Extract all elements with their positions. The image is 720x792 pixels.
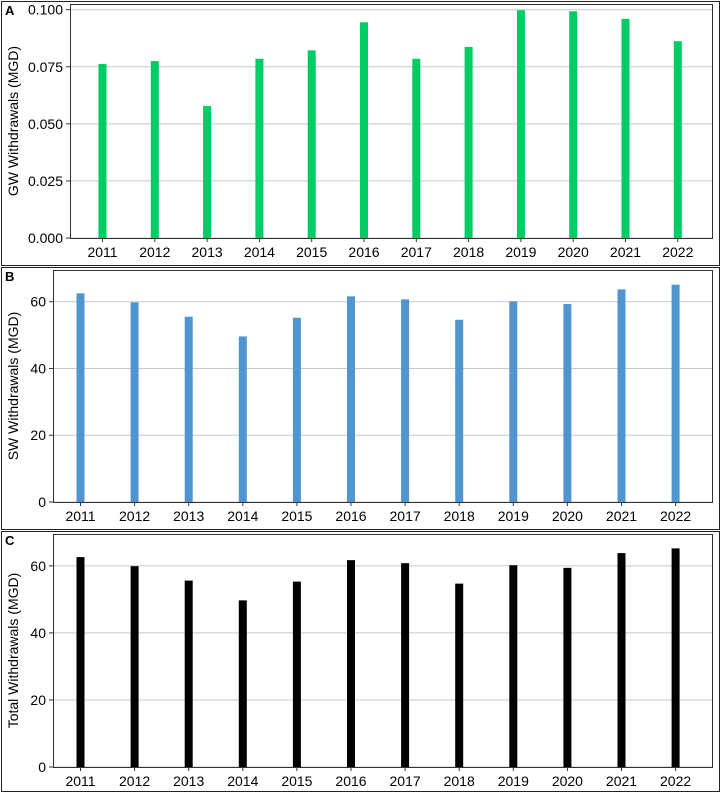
x-tick-label: 2018 [444, 508, 475, 524]
bar-2021 [617, 553, 626, 767]
y-tick-label: 0 [38, 759, 46, 775]
x-tick-label: 2014 [244, 244, 275, 260]
panel-a: A 0.000 0.025 0.050 0.075 0.100 2011 2012 2013 20… [1, 1, 720, 266]
y-axis-title: GW Withdrawals (MGD) [5, 46, 21, 196]
x-tick-label: 2017 [390, 773, 421, 789]
bar-2013 [184, 316, 193, 502]
bar-2011 [98, 64, 107, 238]
y-tick-label: 60 [30, 558, 46, 574]
bar-2014 [238, 336, 247, 502]
y-tick-label: 20 [30, 692, 46, 708]
bar-2022 [671, 284, 680, 502]
x-tick-label: 2015 [281, 773, 312, 789]
x-tick-label: 2022 [662, 244, 693, 260]
plot-area-border [53, 534, 713, 768]
x-tick-label: 2011 [87, 244, 117, 260]
bar-2016 [347, 560, 355, 767]
x-tick-label: 2019 [498, 773, 529, 789]
bar-2017 [401, 563, 410, 767]
bar-2019 [509, 565, 518, 767]
y-tick-label: 20 [30, 427, 46, 443]
x-tick-label: 2011 [65, 773, 95, 789]
y-tick-label: 0.050 [28, 116, 63, 132]
x-tick-label: 2016 [348, 244, 379, 260]
x-tick-label: 2018 [453, 244, 484, 260]
bar-2020 [569, 11, 578, 239]
bar-2015 [292, 581, 301, 767]
bar-2012 [130, 566, 139, 767]
bar-2021 [621, 18, 630, 239]
bar-2013 [184, 580, 193, 767]
bar-2017 [412, 58, 421, 238]
bar-2011 [76, 293, 85, 502]
bar-2021 [617, 289, 626, 502]
x-tick-label: 2012 [119, 773, 150, 789]
x-tick-label: 2019 [498, 508, 529, 524]
bar-2015 [307, 50, 316, 238]
x-tick-label: 2017 [390, 508, 421, 524]
x-tick-label: 2012 [139, 244, 170, 260]
x-tick-label: 2015 [296, 244, 327, 260]
panel-label: A [5, 3, 15, 18]
x-tick-label: 2020 [552, 773, 583, 789]
x-tick-label: 2015 [281, 508, 312, 524]
plot-area-border [70, 4, 713, 239]
x-tick-label: 2021 [610, 244, 641, 260]
x-tick-label: 2022 [660, 773, 691, 789]
y-tick-label: 40 [30, 625, 46, 641]
panel-b: B 0 20 40 60 2011 2012 2013 2014 2015 2016 2017 2018… [1, 267, 720, 530]
x-tick-label: 2016 [335, 773, 366, 789]
bar-2016 [360, 22, 368, 239]
bar-2013 [203, 106, 212, 238]
x-tick-label: 2013 [173, 508, 204, 524]
x-tick-label: 2013 [192, 244, 223, 260]
x-tick-label: 2021 [606, 773, 637, 789]
bar-2018 [455, 583, 464, 767]
x-tick-label: 2021 [606, 508, 637, 524]
x-tick-label: 2014 [227, 773, 258, 789]
y-tick-label: 0.025 [28, 173, 63, 189]
bar-2020 [563, 567, 572, 767]
bar-2018 [464, 46, 473, 239]
panel-c: C 0 20 40 60 2011 2012 2013 2014 2015 2016 2017 2018… [1, 531, 720, 792]
bar-2012 [150, 61, 159, 239]
x-tick-label: 2019 [505, 244, 536, 260]
x-tick-label: 2016 [335, 508, 366, 524]
bar-2016 [347, 296, 355, 502]
x-tick-label: 2018 [444, 773, 475, 789]
x-tick-label: 2012 [119, 508, 150, 524]
x-tick-label: 2020 [558, 244, 589, 260]
plot-area-border [53, 270, 713, 503]
bar-2014 [255, 58, 264, 238]
y-axis-title: Total Withdrawals (MGD) [5, 573, 21, 729]
x-tick-label: 2014 [227, 508, 258, 524]
bar-2015 [292, 317, 301, 502]
y-tick-label: 0.100 [28, 2, 63, 18]
bar-2019 [509, 301, 518, 502]
x-tick-label: 2013 [173, 773, 204, 789]
y-tick-label: 0 [38, 494, 46, 510]
bar-2014 [238, 600, 247, 767]
x-tick-label: 2011 [65, 508, 95, 524]
bar-2019 [516, 10, 525, 238]
bar-2012 [130, 302, 139, 502]
panel-label: C [5, 533, 15, 548]
y-axis-title: SW Withdrawals (MGD) [5, 312, 21, 461]
y-tick-label: 40 [30, 360, 46, 376]
bar-2017 [401, 299, 410, 502]
x-tick-label: 2022 [660, 508, 691, 524]
y-tick-label: 60 [30, 294, 46, 310]
bar-2020 [563, 304, 572, 502]
bar-2011 [76, 557, 85, 767]
x-tick-label: 2020 [552, 508, 583, 524]
bar-2022 [673, 41, 682, 239]
y-tick-label: 0.000 [28, 230, 63, 246]
panel-label: B [5, 269, 14, 284]
bar-2018 [455, 319, 464, 502]
x-tick-label: 2017 [401, 244, 432, 260]
y-tick-label: 0.075 [28, 59, 63, 75]
bar-2022 [671, 548, 680, 767]
